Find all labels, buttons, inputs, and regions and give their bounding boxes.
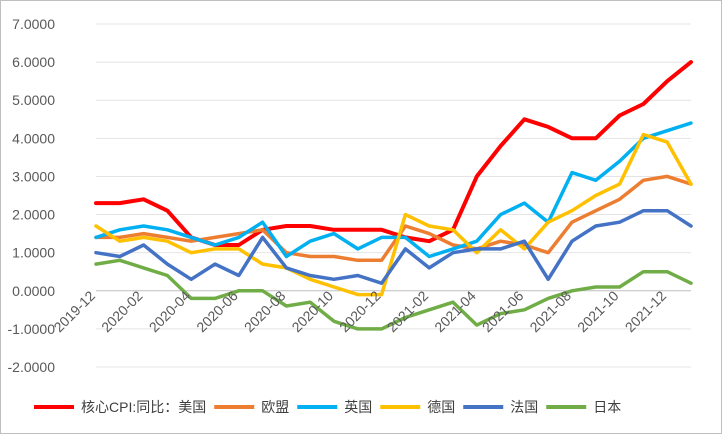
y-tick-label: 6.0000 — [12, 54, 55, 70]
y-tick-label: -2.0000 — [8, 359, 56, 375]
legend-label-3: 德国 — [427, 399, 455, 415]
x-tick-label: 2020-08 — [241, 287, 289, 335]
x-tick-label: 2020-10 — [288, 287, 336, 335]
series-line-5 — [94, 258, 693, 331]
x-tick-label: 2021-08 — [526, 287, 574, 335]
legend: 核心CPI:同比：美国 欧盟 英国 德国 法国 日本 — [34, 399, 621, 415]
x-tick-label: 2021-12 — [622, 287, 670, 335]
series-line-2 — [94, 121, 693, 259]
series-lines — [94, 60, 693, 331]
x-tick-label: 2021-10 — [574, 287, 622, 335]
y-tick-label: 5.0000 — [12, 92, 55, 108]
series-line-4 — [94, 208, 693, 285]
legend-label-0: 核心CPI:同比：美国 — [81, 399, 206, 415]
y-axis-ticks: -2.0000 -1.0000 0.0000 1.0000 2.0000 3.0000 4.… — [8, 16, 56, 375]
legend-label-1: 欧盟 — [261, 399, 289, 415]
legend-label-5: 日本 — [593, 399, 621, 415]
series-line-1 — [94, 174, 693, 263]
y-tick-label: 4.0000 — [12, 130, 55, 146]
y-tick-label: 0.0000 — [12, 283, 55, 299]
y-tick-label: 7.0000 — [12, 16, 55, 32]
x-tick-label: 2021-04 — [431, 287, 479, 335]
x-tick-label: 2020-02 — [98, 287, 146, 335]
x-tick-label: 2020-06 — [193, 287, 241, 335]
x-tick-label: 2019-12 — [50, 287, 98, 335]
series-line-3 — [94, 132, 693, 297]
series-line-0 — [94, 60, 693, 247]
y-tick-label: 3.0000 — [12, 168, 55, 184]
legend-label-2: 英国 — [344, 399, 372, 415]
y-tick-label: -1.0000 — [8, 321, 56, 337]
y-tick-label: 1.0000 — [12, 245, 55, 261]
y-tick-label: 2.0000 — [12, 207, 55, 223]
x-tick-label: 2020-04 — [146, 287, 194, 335]
legend-label-4: 法国 — [510, 399, 538, 415]
